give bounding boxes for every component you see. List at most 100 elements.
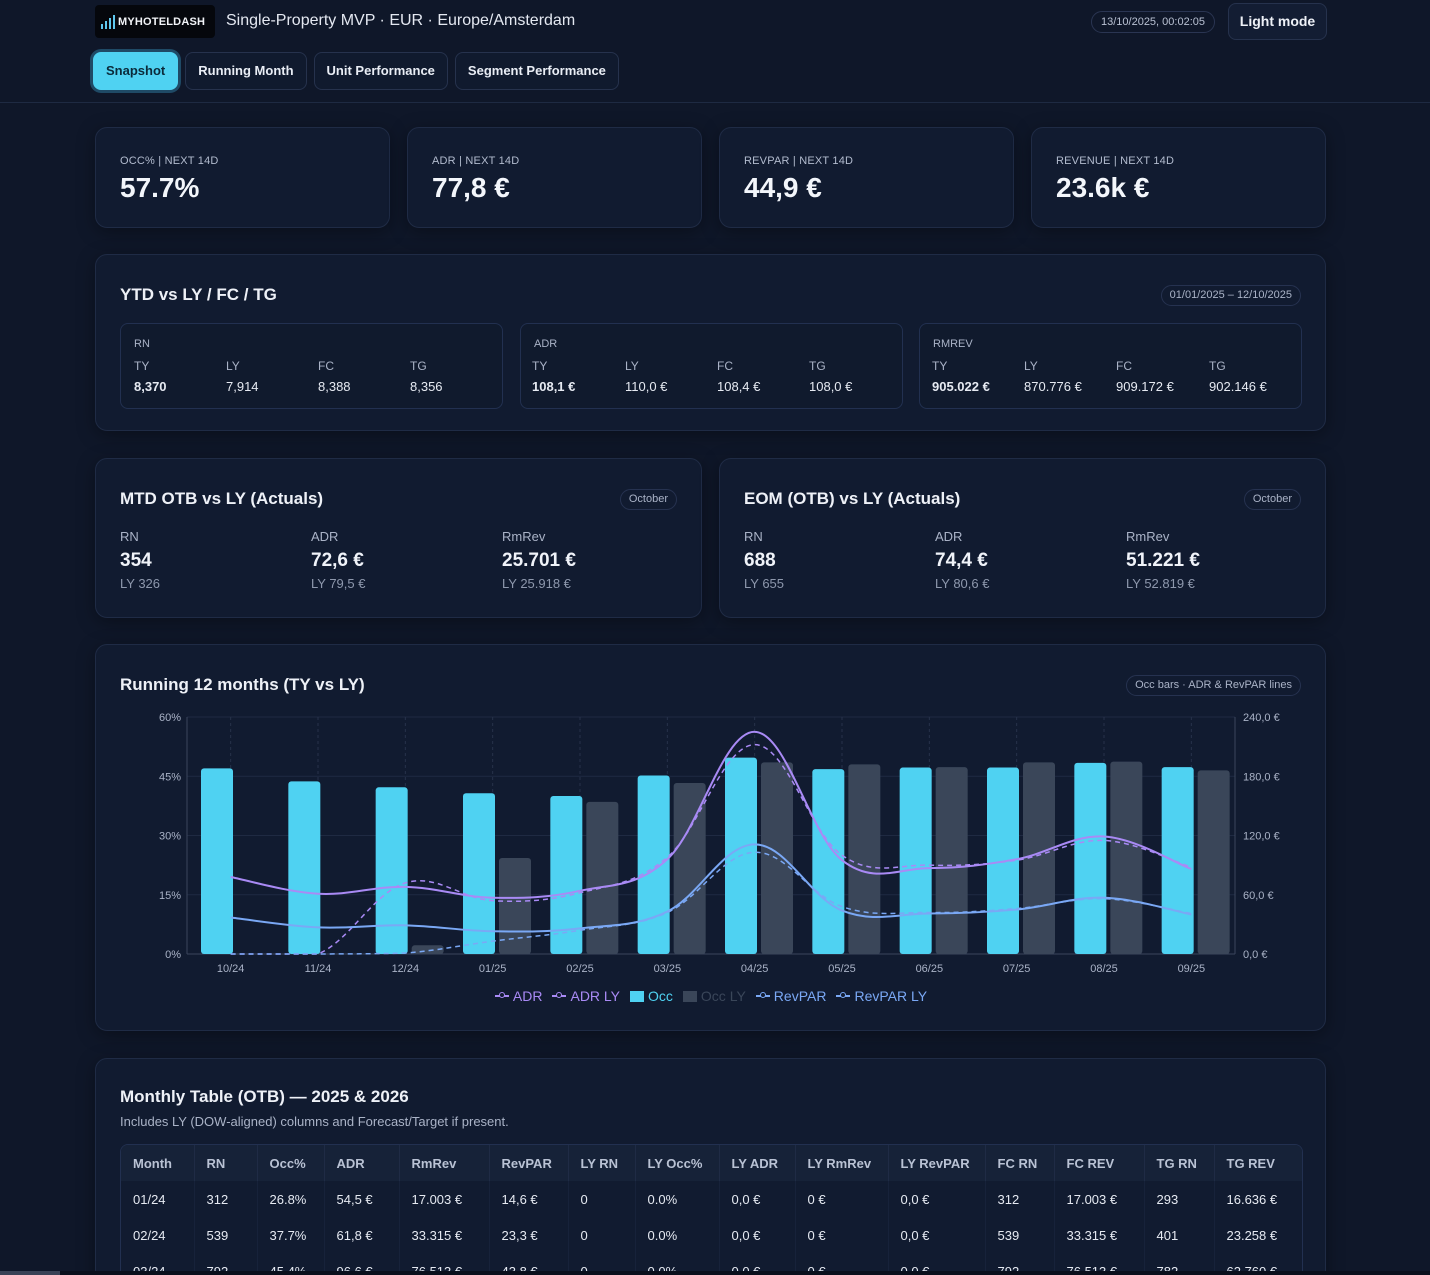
y-right-tick-label: 240,0 € [1243, 712, 1280, 724]
scrollbar-thumb[interactable] [0, 1271, 60, 1275]
column-header-fc-rev[interactable]: FC REV [1054, 1145, 1145, 1181]
bar-occ [550, 796, 583, 954]
bar-occ-ly [935, 767, 968, 954]
table-row: 02/24 539 37.7% 61,8 €33.315 €23,3 €0 0.0% 0,… [121, 1217, 1302, 1253]
column-header-fc-rn[interactable]: FC RN [985, 1145, 1055, 1181]
mtd-col-adr: ADR 72,6 € LY 79,5 € [311, 529, 366, 591]
table-cell: 17.003 € [1054, 1181, 1145, 1217]
app-title: Single-Property MVP · EUR · Europe/Amste… [226, 12, 576, 29]
column-header-ly-adr[interactable]: LY ADR [719, 1145, 796, 1181]
column-header-ly-revpar[interactable]: LY RevPAR [888, 1145, 986, 1181]
y-left-tick-label: 60% [159, 712, 181, 724]
legend-line-icon [755, 992, 770, 998]
bar-occ-ly [586, 801, 619, 954]
line-adr [230, 730, 1192, 899]
eom-month-badge: October [1243, 489, 1301, 510]
tab-running-month[interactable]: Running Month [185, 52, 307, 90]
bar-occ [1161, 767, 1194, 954]
bar-occ-ly [1023, 762, 1055, 954]
eom-col-rn: RN 688 LY 655 [744, 529, 785, 591]
legend-item-adr[interactable]: ADR [494, 988, 542, 1004]
table-cell: 0,0 € [719, 1217, 796, 1253]
bar-occ-ly [848, 764, 881, 954]
column-header-adr[interactable]: ADR [324, 1145, 400, 1181]
table-cell: 0.0% [635, 1181, 720, 1217]
tab-snapshot[interactable]: Snapshot [93, 52, 179, 90]
table-cell: 401 [1144, 1217, 1215, 1253]
kpi-label: REVENUE | NEXT 14D [1056, 155, 1175, 167]
x-tick-label: 12/24 [392, 963, 420, 975]
tab-segment-performance[interactable]: Segment Performance [454, 52, 619, 90]
ytd-col-tg: TG 902.146 € [1209, 359, 1267, 394]
ytd-col-fc: FC 108,4 € [717, 359, 761, 394]
column-header-ly-rn[interactable]: LY RN [568, 1145, 636, 1181]
table-cell: 54,5 € [324, 1181, 400, 1217]
legend-item-occ[interactable]: Occ [630, 988, 673, 1004]
top-header: MYHOTELDASH Single-Property MVP · EUR · … [0, 0, 1430, 103]
table-cell: 0.0% [635, 1253, 720, 1275]
column-header-occ-[interactable]: Occ% [257, 1145, 325, 1181]
ytd-col-tg: TG 8,356 [410, 359, 443, 394]
eom-col-rmrev: RmRev 51.221 € LY 52.819 € [1126, 529, 1200, 591]
legend-item-revpar-ly[interactable]: RevPAR LY [836, 988, 927, 1004]
ytd-title: YTD vs LY / FC / TG [120, 285, 277, 304]
y-left-tick-label: 15% [159, 890, 181, 902]
table-cell: 0 € [795, 1181, 889, 1217]
column-header-revpar[interactable]: RevPAR [489, 1145, 569, 1181]
bar-occ [899, 767, 932, 954]
column-header-rmrev[interactable]: RmRev [399, 1145, 490, 1181]
table-cell: 0,0 € [888, 1253, 986, 1275]
ytd-col-ly: LY 870.776 € [1024, 359, 1082, 394]
bar-occ [812, 769, 845, 954]
horizontal-scrollbar[interactable] [0, 1271, 1430, 1275]
ytd-col-ly: LY 110,0 € [625, 359, 668, 394]
table-cell: 792 [985, 1253, 1055, 1275]
y-right-tick-label: 180,0 € [1243, 771, 1280, 783]
table-cell: 312 [985, 1181, 1055, 1217]
column-header-month[interactable]: Month [121, 1145, 195, 1181]
monthly-subtitle: Includes LY (DOW-aligned) columns and Fo… [120, 1114, 509, 1129]
kpi-value: 44,9 € [744, 172, 822, 203]
table-cell: 33.315 € [1054, 1217, 1145, 1253]
x-tick-label: 10/24 [217, 963, 245, 975]
ytd-col-ty: TY 108,1 € [532, 359, 576, 394]
table-row: 01/24 312 26.8% 54,5 €17.003 €14,6 €0 0.0% 0,… [121, 1181, 1302, 1217]
table-cell: 0 [568, 1181, 636, 1217]
bar-occ-ly [673, 782, 706, 954]
kpi-label: OCC% | NEXT 14D [120, 155, 219, 167]
column-header-rn[interactable]: RN [194, 1145, 258, 1181]
y-left-tick-label: 45% [159, 771, 181, 783]
kpi-card-occ: OCC% | NEXT 14D 57.7% [95, 127, 390, 228]
tab-unit-performance[interactable]: Unit Performance [313, 52, 448, 90]
table-cell: 45.4% [257, 1253, 325, 1275]
legend-item-adr-ly[interactable]: ADR LY [552, 988, 620, 1004]
table-cell: 0,0 € [888, 1181, 986, 1217]
column-header-ly-occ-[interactable]: LY Occ% [635, 1145, 720, 1181]
column-header-tg-rev[interactable]: TG REV [1214, 1145, 1302, 1181]
running-12m-chart: 0% 0,0 € 15% 60,0 € 30% 120,0 € 45% 180,0 € 60% 2… [159, 712, 1280, 975]
table-row: 03/24 792 45.4% 96,6 €76.513 €43,8 €0 0.0% 0,… [121, 1253, 1302, 1275]
kpi-label: REVPAR | NEXT 14D [744, 155, 854, 167]
logo-bars-icon [101, 14, 115, 29]
table-cell: 293 [1144, 1181, 1215, 1217]
legend-item-revpar[interactable]: RevPAR [755, 988, 826, 1004]
app-logo[interactable]: MYHOTELDASH [95, 5, 215, 38]
bar-occ-ly [1110, 761, 1143, 954]
table-cell: 0 € [795, 1217, 889, 1253]
ytd-col-ty: TY 905.022 € [932, 359, 990, 394]
ytd-col-ly: LY 7,914 [226, 359, 259, 394]
column-header-ly-rmrev[interactable]: LY RmRev [795, 1145, 889, 1181]
kpi-value: 57.7% [120, 172, 200, 203]
line-revpar [230, 843, 1192, 933]
light-mode-button[interactable]: Light mode [1228, 3, 1327, 40]
legend-box-icon [682, 990, 697, 1002]
table-cell: 16.636 € [1226, 1191, 1278, 1207]
legend-item-occ-ly[interactable]: Occ LY [682, 988, 746, 1004]
ytd-adr-group: ADR TY 108,1 € LY 110,0 € FC 108,4 € TG 108,… [520, 323, 903, 409]
column-header-tg-rn[interactable]: TG RN [1144, 1145, 1215, 1181]
x-tick-label: 03/25 [654, 963, 682, 975]
nav-tabs: Snapshot Running Month Unit Performance … [93, 52, 619, 90]
line-adr-ly [230, 743, 1192, 955]
ytd-col-ty: TY 8,370 [134, 359, 167, 394]
table-cell: 62.760 € [1226, 1263, 1278, 1275]
